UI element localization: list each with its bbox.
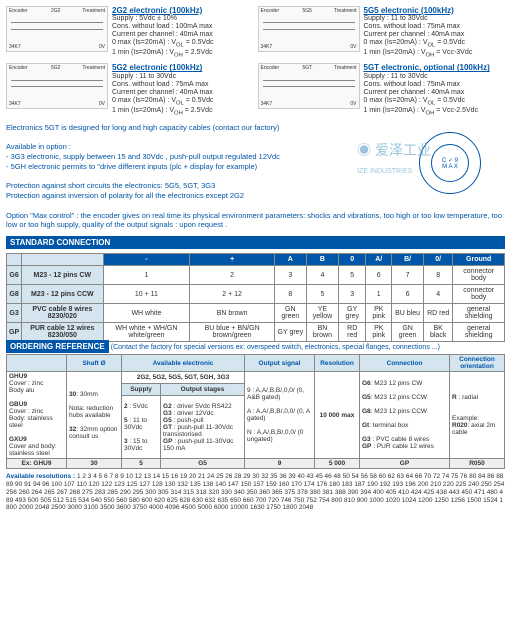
- available-resolutions: Available resolutions : 1 2 3 4 5 6 7 8 …: [6, 473, 505, 512]
- spec-5gt: Encoder5GTTreatment34K70V 5GT electronic…: [258, 63, 506, 116]
- connection-cell: G6: M23 12 pins CWG5: M23 12 pins CCWG8:…: [360, 372, 450, 459]
- table-row: G8M23 - 12 pins CCW10 + 112 + 12853164co…: [7, 285, 505, 304]
- orientation-cell: R : radialExample:R020: axial 2m cable: [450, 372, 505, 459]
- spec-text-5gt: 5GT electronic, optional (100kHz)Supply …: [364, 63, 490, 116]
- ordering-table: Shaft ØAvailable electronicOutput signal…: [6, 354, 505, 469]
- diagram-5gt: Encoder5GTTreatment34K70V: [258, 63, 360, 109]
- spec-lines: Supply : 11 to 30VdcCons. without load :…: [112, 73, 214, 117]
- spec-lines: Supply : 11 to 30VdcCons. without load :…: [364, 15, 473, 59]
- spec-title: 5GT electronic, optional (100kHz): [364, 63, 490, 72]
- diagram-5g5: Encoder5G5Treatment34K70V: [258, 6, 360, 52]
- diagram-5g2: Encoder5G2Treatment34K70V: [6, 63, 108, 109]
- spec-5g5: Encoder5G5Treatment34K70V 5G5 electronic…: [258, 6, 506, 59]
- ordering-title: ORDERING REFERENCE: [6, 340, 109, 353]
- spec-title: 5G5 electronic (100kHz): [364, 6, 473, 15]
- note1: Electronics 5GT is designed for long and…: [6, 123, 505, 133]
- standard-connection-title: STANDARD CONNECTION: [6, 236, 505, 249]
- example-row: Ex: GHU9305G595 000GPR050: [7, 459, 505, 469]
- models-cell: GHU9Cover : zincBody aluGBU9Cover : zinc…: [7, 372, 67, 459]
- diagram-2g2: Encoder2G2Treatment34K70V: [6, 6, 108, 52]
- spec-5g2: Encoder5G2Treatment34K70V 5G2 electronic…: [6, 63, 254, 116]
- spec-title: 2G2 electronic (100kHz): [112, 6, 214, 15]
- table-row: G6M23 - 12 pins CW12345678connector body: [7, 266, 505, 285]
- electronics-specs: Encoder2G2Treatment34K70V 2G2 electronic…: [6, 6, 505, 117]
- standard-connection-table: -+AB0A/B/0/Ground G6M23 - 12 pins CW1234…: [6, 253, 505, 342]
- supply-cell: 2 : 5Vdc5 : 11 to 30Vdc3 : 15 to 30Vdc: [122, 396, 161, 459]
- note4: Option "Max control" : the encoder gives…: [6, 211, 505, 231]
- spec-text-5g2: 5G2 electronic (100kHz)Supply : 11 to 30…: [112, 63, 214, 116]
- spec-2g2: Encoder2G2Treatment34K70V 2G2 electronic…: [6, 6, 254, 59]
- table-header-row: -+AB0A/B/0/Ground: [7, 254, 505, 266]
- spec-text-2g2: 2G2 electronic (100kHz)Supply : 5Vdc ± 1…: [112, 6, 214, 59]
- spec-lines: Supply : 11 to 30VdcCons. without load :…: [364, 73, 490, 117]
- spec-title: 5G2 electronic (100kHz): [112, 63, 214, 72]
- watermark: ◉ 爱泽工业IZE INDUSTRIES: [357, 140, 431, 176]
- stages-cell: G2 : driver 5Vdc RS422G3 : driver 12VdcG…: [161, 396, 245, 459]
- ordering-subtitle: (Contact the factory for special version…: [111, 344, 440, 351]
- spec-lines: Supply : 5Vdc ± 10%Cons. without load : …: [112, 15, 214, 59]
- table-row: G3PVC cable 8 wires 8230/020WH whiteBN b…: [7, 304, 505, 323]
- electronics-cell: 2G2, 5G2, 5G5, 5GT, 5GH, 3G3: [122, 372, 245, 384]
- order-header-row: Shaft ØAvailable electronicOutput signal…: [7, 355, 505, 372]
- resolution-cell: 10 000 max: [315, 372, 360, 459]
- shaft-cell: 30: 30mmNota: reduction hubs available32…: [67, 372, 122, 459]
- signal-cell: 9 : A,A/,B,B/,0,0/ (0, A&B gated)A : A,A…: [245, 372, 315, 459]
- spec-text-5g5: 5G5 electronic (100kHz)Supply : 11 to 30…: [364, 6, 473, 59]
- table-row: GPPUR cable 12 wires 8230/050WH white + …: [7, 323, 505, 342]
- order-row: GHU9Cover : zincBody aluGBU9Cover : zinc…: [7, 372, 505, 384]
